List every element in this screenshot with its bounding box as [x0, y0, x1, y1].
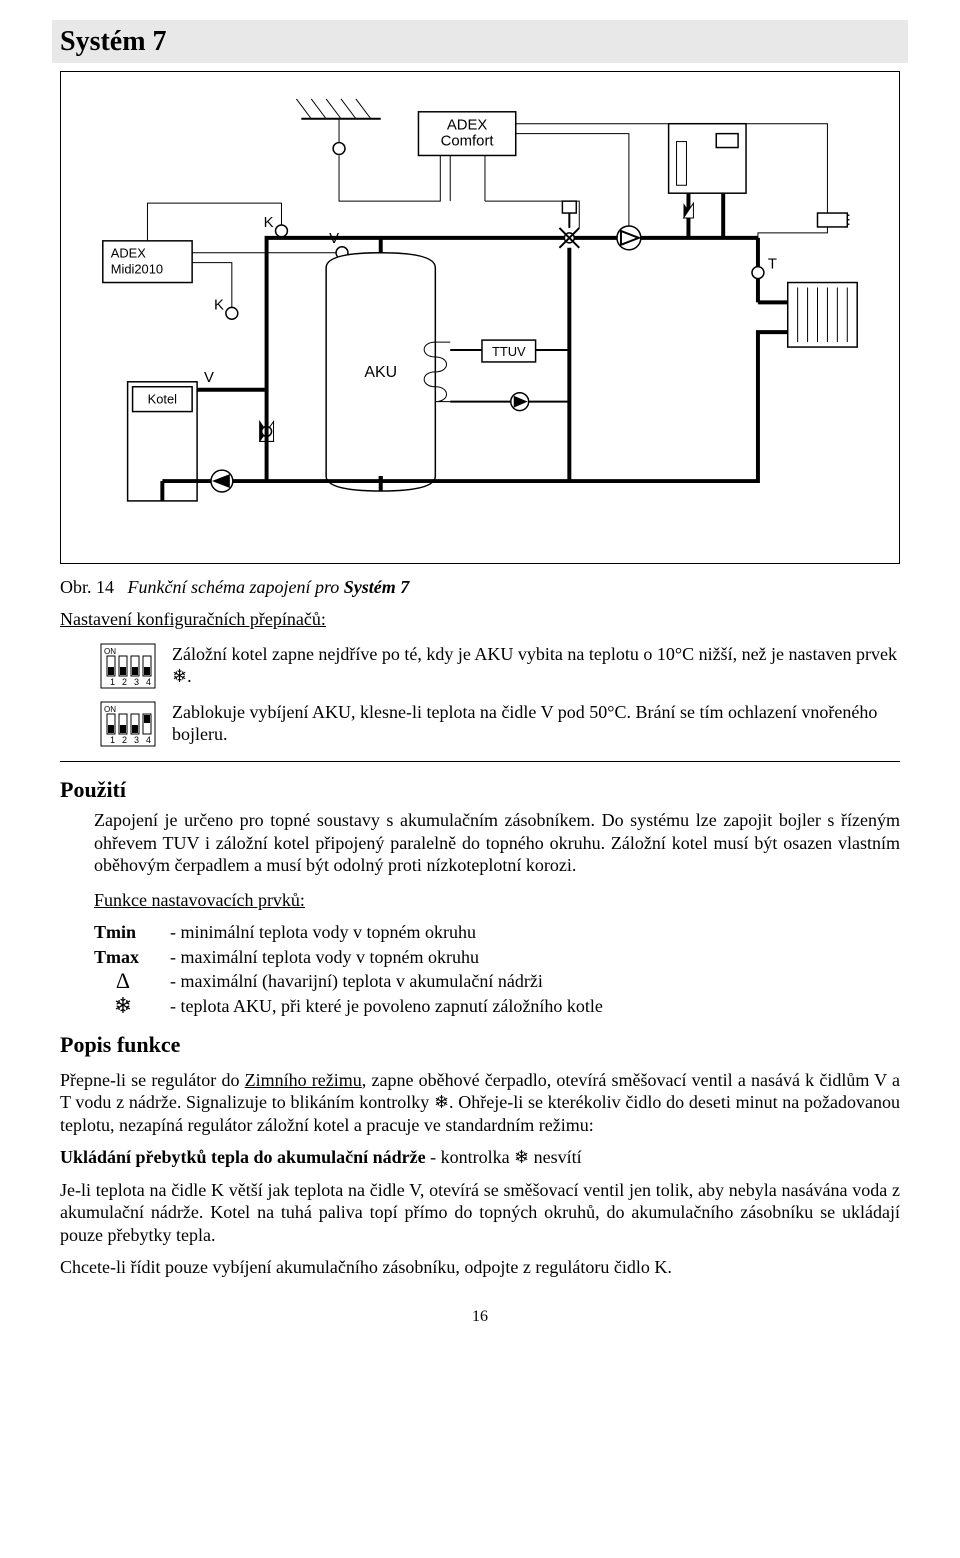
func-row-delta: Δ - maximální (havarijní) teplota v akum…: [94, 970, 900, 993]
svg-text:4: 4: [146, 735, 151, 745]
label-v-kotel: V: [204, 370, 214, 386]
dip-row-2-text: Zablokuje vybíjení AKU, klesne-li teplot…: [172, 701, 900, 746]
sensor-k-top-icon: [276, 225, 288, 237]
schematic-svg: .l { stroke:#000; stroke-width:2; fill:n…: [73, 84, 887, 551]
func-prvku-heading: Funkce nastavovacích prvků:: [94, 889, 900, 912]
func-row-tmax: Tmax - maximální teplota vody v topném o…: [94, 946, 900, 969]
svg-text:Midi2010: Midi2010: [111, 262, 163, 277]
popis-heading: Popis funkce: [60, 1031, 900, 1059]
svg-text:3: 3: [134, 677, 139, 687]
schematic-diagram: .l { stroke:#000; stroke-width:2; fill:n…: [60, 71, 900, 564]
separator: [60, 761, 900, 762]
svg-text:⋮: ⋮: [842, 212, 855, 227]
svg-text:1: 1: [110, 677, 115, 687]
func-row-snow: ❄ - teplota AKU, při které je povoleno z…: [94, 995, 900, 1018]
page-header: Systém 7: [52, 20, 908, 63]
svg-text:1: 1: [110, 735, 115, 745]
caption-desc-pre: Funkční schéma zapojení pro: [128, 577, 344, 597]
caption-obr: Obr. 14: [60, 577, 114, 597]
wall-hatch-icon: [296, 99, 380, 119]
dip-row-1-text: Záložní kotel zapne nejdříve po té, kdy …: [172, 643, 900, 688]
dip-switch-icon: ON 1 2 3 4: [100, 643, 156, 689]
func-row-tmin: Tmin - minimální teplota vody v topném o…: [94, 921, 900, 944]
dip-switch-icon: ON 1 2 3 4: [100, 701, 156, 747]
svg-text:3: 3: [134, 735, 139, 745]
svg-text:ON: ON: [104, 647, 116, 656]
sensor-t-icon: [752, 267, 764, 279]
mixing-valve-icon: [559, 201, 579, 248]
adex-midi-label: ADEX: [111, 246, 147, 261]
use-body: Zapojení je určeno pro topné soustavy s …: [94, 809, 900, 877]
page-number: 16: [60, 1307, 900, 1327]
svg-text:2: 2: [122, 677, 127, 687]
page-title: Systém 7: [60, 24, 900, 59]
aku-label: AKU: [364, 364, 397, 381]
svg-text:4: 4: [146, 677, 151, 687]
sensor-k-mid-icon: [226, 307, 238, 319]
svg-text:Comfort: Comfort: [441, 134, 495, 150]
label-t: T: [768, 257, 777, 273]
kotel-label: Kotel: [148, 392, 177, 407]
label-k-top: K: [264, 215, 274, 231]
pump-top-icon: [617, 226, 641, 250]
outdoor-sensor-icon: [333, 143, 345, 155]
func-list: Tmin - minimální teplota vody v topném o…: [94, 921, 900, 1017]
dip-row-1: ON 1 2 3 4 Záložní kotel zapne nejdříve …: [100, 643, 900, 689]
pump-return-icon: [211, 470, 233, 492]
popis-para1: Přepne-li se regulátor do Zimního režimu…: [60, 1069, 900, 1137]
radiator-icon: [788, 283, 857, 348]
popis-para2: Je-li teplota na čidle K větší jak teplo…: [60, 1179, 900, 1247]
popis-subheading: Ukládání přebytků tepla do akumulační ná…: [60, 1146, 900, 1169]
ttuv-pump-icon: [511, 393, 529, 411]
figure-caption: Obr. 14 Funkční schéma zapojení pro Syst…: [60, 576, 900, 599]
svg-text:2: 2: [122, 735, 127, 745]
popis-para3: Chcete-li řídit pouze vybíjení akumulačn…: [60, 1256, 900, 1279]
adex-comfort-label: ADEX: [447, 118, 488, 134]
dip-row-2: ON 1 2 3 4 Zablokuje vybíjení AKU, klesn…: [100, 701, 900, 747]
use-heading: Použití: [60, 776, 900, 804]
label-k-mid: K: [214, 297, 224, 313]
svg-text:ON: ON: [104, 705, 116, 714]
caption-desc-bold: Systém 7: [344, 577, 410, 597]
config-subhead: Nastavení konfiguračních přepínačů:: [60, 608, 900, 631]
ttuv-label: TTUV: [492, 344, 526, 359]
